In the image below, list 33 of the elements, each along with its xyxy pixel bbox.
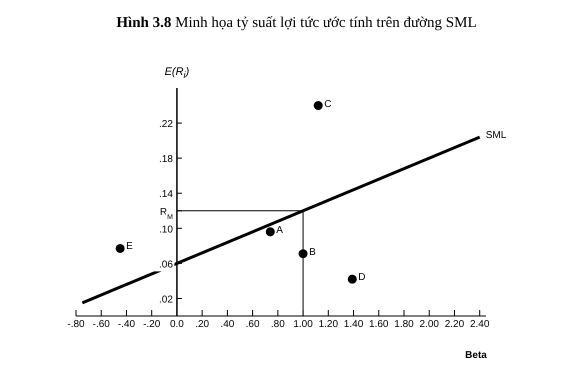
x-tick-label: 1.80 xyxy=(394,319,414,330)
x-tick-label: 2.40 xyxy=(470,319,490,330)
x-tick-label: .60 xyxy=(246,319,260,330)
chart-title: Hình 3.8 Minh họa tỷ suất lợi tức ước tính trên đường SML xyxy=(115,14,478,33)
x-tick-label: -.20 xyxy=(143,319,161,330)
y-axis-title: E(R$_{i}$) xyxy=(164,66,190,80)
series-label: SML xyxy=(486,130,506,142)
annotation: E xyxy=(126,241,133,252)
x-tick-label: -.40 xyxy=(118,319,136,330)
y-tick-label: .02 xyxy=(159,294,174,306)
x-tick-label: -.60 xyxy=(92,319,110,330)
x-tick-label: 1.40 xyxy=(344,319,364,330)
x-tick-label: .80 xyxy=(270,319,286,330)
annotation: C xyxy=(324,98,332,110)
y-tick-label: .10 xyxy=(159,224,174,236)
x-axis-title: Beta xyxy=(464,350,488,361)
x-tick-label: 1.20 xyxy=(318,319,338,330)
x-tick-label: .20 xyxy=(195,319,210,330)
x-tick-label: 1.60 xyxy=(369,319,389,330)
y-tick-label: .14 xyxy=(159,189,174,200)
x-tick-label: 2.00 xyxy=(419,319,440,330)
x-tick-label: -.80 xyxy=(67,319,86,330)
y-tick-label: R$_{M}$ xyxy=(160,206,174,220)
annotation: D xyxy=(358,272,366,284)
annotation: B xyxy=(309,246,316,258)
y-tick-label: .06 xyxy=(159,259,174,270)
y-tick-label: .22 xyxy=(159,119,174,130)
x-tick-label: 0.0 xyxy=(170,319,184,330)
x-tick-label: 2.20 xyxy=(444,319,465,330)
y-tick-label: .18 xyxy=(159,154,174,166)
x-tick-label: 1.00 xyxy=(293,319,314,330)
annotation: A xyxy=(276,224,283,236)
x-tick-label: .40 xyxy=(220,319,235,330)
